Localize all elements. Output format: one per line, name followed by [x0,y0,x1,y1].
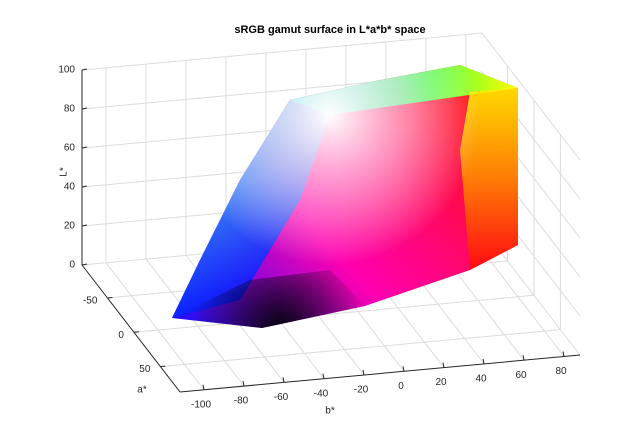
tick-mark [522,355,525,361]
tick-mark [442,362,445,368]
z-tick-label: 60 [64,143,76,154]
tick-mark [133,331,139,333]
y-tick-label: -50 [83,296,98,307]
tick-mark [81,146,88,149]
z-axis-label: L* [59,167,70,177]
x-tick-label: 60 [515,370,527,381]
tick-mark [482,358,485,364]
tick-mark [81,224,88,227]
x-tick-label: -100 [191,399,211,410]
axis-line [81,264,181,393]
tick-mark [402,366,405,372]
y-tick-label: 0 [118,330,124,341]
tick-mark [242,380,245,387]
z-tick-label: 100 [58,65,75,76]
tick-mark [81,107,88,110]
grid-line [160,329,561,368]
x-tick-label: 0 [398,381,404,392]
y-axis-label: a* [137,385,147,396]
grid-line [105,262,205,391]
tick-mark [362,369,365,376]
tick-mark [81,185,88,188]
grid-line [133,294,534,333]
z-tick-label: 40 [64,182,76,193]
axes: 0 20 40 60 80 100 -50 0 50 -100 -80 -60 -40 -20 0 20 40 6… [58,65,581,410]
grid-line [481,32,581,161]
tick-mark [282,377,285,383]
tick-mark [322,373,325,379]
y-tick-label: 50 [139,364,151,375]
grid-line [81,32,483,71]
x-tick-label: -80 [234,396,249,407]
x-tick-label: 40 [475,374,487,385]
x-tick-label: -40 [314,388,329,399]
tick-mark [107,296,113,299]
z-tick-label: 0 [69,260,75,271]
x-tick-label: 80 [555,366,567,377]
x-axis-label: b* [325,406,335,417]
gamut-surface [172,65,518,328]
x-tick-label: -60 [274,392,289,403]
tick-mark [81,263,88,266]
z-tick-label: 80 [64,104,76,115]
z-tick-label: 20 [64,221,76,232]
x-tick-label: -20 [354,385,369,396]
tick-mark [202,384,205,390]
chart-title: sRGB gamut surface in L*a*b* space [234,24,425,36]
axis-line [179,354,581,393]
tick-mark [562,351,565,357]
tick-mark [81,68,88,71]
x-tick-label: 20 [435,377,447,388]
tick-mark [160,365,166,368]
grid-line [145,258,245,387]
